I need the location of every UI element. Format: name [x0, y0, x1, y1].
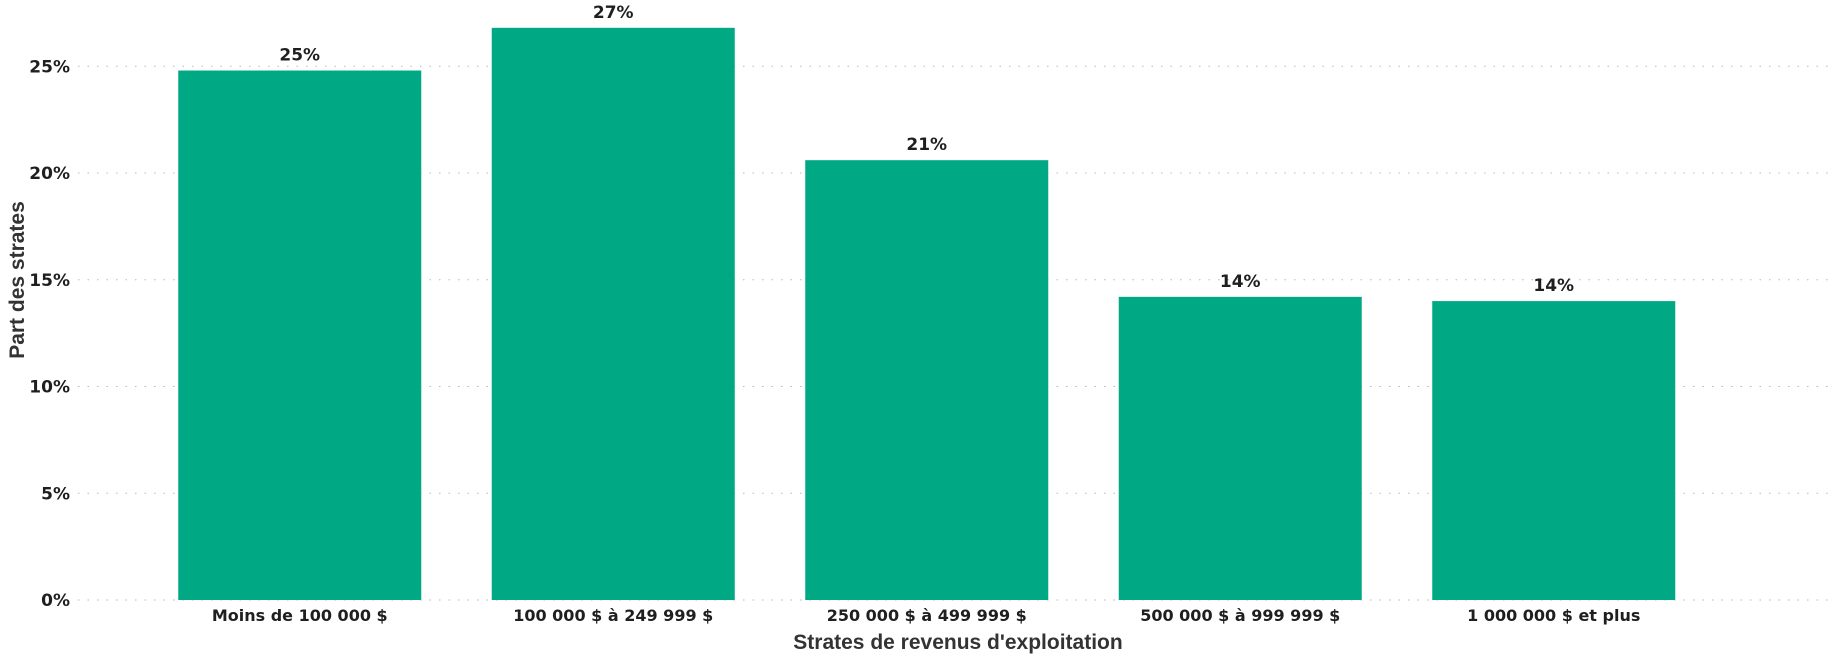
y-axis-ticks: 0% 5% 10% 15% 20% 25% — [29, 57, 70, 611]
bar — [1432, 301, 1676, 600]
x-axis-title: Strates de revenus d'exploitation — [793, 631, 1122, 654]
bar — [1118, 296, 1362, 600]
x-tick-label: 500 000 $ à 999 999 $ — [1140, 606, 1340, 625]
y-tick-label: 15% — [29, 271, 70, 291]
x-tick-label: 250 000 $ à 499 999 $ — [827, 606, 1027, 625]
bars — [178, 27, 1676, 600]
data-label: 14% — [1220, 272, 1261, 292]
data-label: 21% — [906, 135, 947, 155]
y-tick-label: 20% — [29, 164, 70, 184]
data-label: 14% — [1533, 276, 1574, 296]
bar — [805, 160, 1049, 600]
y-tick-label: 10% — [29, 378, 70, 398]
data-label: 27% — [593, 3, 634, 23]
bar — [178, 70, 422, 600]
x-tick-label: Moins de 100 000 $ — [212, 606, 388, 625]
y-tick-label: 25% — [29, 57, 70, 77]
bar — [491, 27, 735, 600]
x-axis-ticks: Moins de 100 000 $ 100 000 $ à 249 999 $ 2… — [212, 606, 1641, 625]
x-tick-label: 100 000 $ à 249 999 $ — [513, 606, 713, 625]
data-labels: 25% 27% 21% 14% 14% — [279, 3, 1574, 296]
y-tick-label: 0% — [41, 591, 70, 611]
x-tick-label: 1 000 000 $ et plus — [1467, 606, 1640, 625]
y-axis-title: Part des strates — [6, 201, 29, 359]
data-label: 25% — [279, 46, 320, 66]
y-tick-label: 5% — [41, 484, 70, 504]
